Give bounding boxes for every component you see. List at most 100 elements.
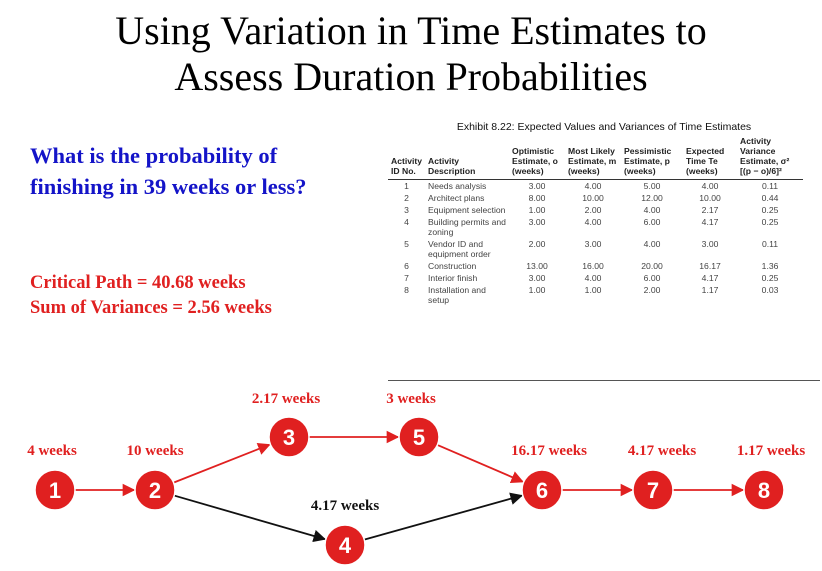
question-line-2: finishing in 39 weeks or less? [30,174,307,199]
cell-optimistic: 8.00 [528,193,546,203]
node-4-number: 4 [339,533,352,558]
cell-variance: 0.25 [761,217,779,227]
cell-activity-id: 1 [404,181,409,191]
table-row: 1 Needs analysis 3.00 4.00 5.00 4.00 0.11 [388,180,803,193]
cell-activity-id: 7 [404,273,409,283]
cell-expected-time: 16.17 [699,261,721,271]
title-line-2: Assess Duration Probabilities [174,54,648,99]
cell-optimistic: 3.00 [528,217,546,227]
cell-most-likely: 4.00 [584,181,602,191]
node-7-duration-label: 4.17 weeks [628,443,696,459]
node-8-circle [743,469,785,511]
table-row: 6 Construction 13.00 16.00 20.00 16.17 1.36 [388,260,803,272]
cell-optimistic: 1.00 [528,285,546,295]
slide-title: Using Variation in Time Estimates to Ass… [0,8,822,100]
cell-expected-time: 4.00 [701,181,719,191]
node-5-duration-label: 3 weeks [386,391,436,407]
cell-most-likely: 4.00 [584,217,602,227]
activity-network-diagram: 1 4 weeks 2 10 weeks 3 2.17 weeks 4 4.17 weeks 5… [27,391,805,566]
node-8-number: 8 [758,478,770,503]
cell-variance: 1.36 [761,261,779,271]
exhibit-table: Activity ID No. Activity Description Opt… [388,136,804,306]
cell-variance: 0.25 [761,205,779,215]
node-2-circle [134,469,176,511]
cell-most-likely: 3.00 [584,239,602,249]
table-row: 8 Installation and setup 1.00 1.00 2.00 1.17 0… [388,284,803,306]
node-3-duration-label: 2.17 weeks [252,391,320,407]
exhibit-header-row: Activity ID No. Activity Description Opt… [388,136,804,180]
cell-most-likely: 10.00 [582,193,604,203]
cell-expected-time: 1.17 [701,285,719,295]
table-row: 3 Equipment selection 1.00 2.00 4.00 2.17 0.25 [388,204,803,216]
cell-description: Equipment selection [428,205,506,215]
node-1-number: 1 [49,478,61,503]
node-4-circle [324,524,366,566]
cell-activity-id: 6 [404,261,409,271]
edge-2-to-3 [173,443,271,484]
node-2-duration-label: 10 weeks [126,443,183,459]
cell-pessimistic: 12.00 [641,193,663,203]
cell-activity-id: 2 [404,193,409,203]
table-row: 5 Vendor ID and equipment order 2.00 3.00 4.… [388,238,803,260]
cell-optimistic: 3.00 [528,273,546,283]
cell-activity-id: 8 [404,285,409,295]
header-pessimistic: Pessimistic Estimate, p (weeks) [621,136,684,180]
critical-path-summary: Critical Path = 40.68 weeks Sum of Varia… [30,271,272,321]
cell-description: Needs analysis [428,181,487,191]
cell-variance: 0.25 [761,273,779,283]
cell-activity-id: 5 [404,239,409,249]
cell-most-likely: 2.00 [584,205,602,215]
node-3-number: 3 [283,425,295,450]
cell-pessimistic: 20.00 [641,261,663,271]
cell-expected-time: 4.17 [701,273,719,283]
cell-description: Interior finish [428,273,478,283]
node-4-duration-label: 4.17 weeks [311,498,379,514]
cell-pessimistic: 6.00 [643,273,661,283]
cell-description: Construction [428,261,477,271]
cell-expected-time: 3.00 [701,239,719,249]
table-row: 7 Interior finish 3.00 4.00 6.00 4.17 0.25 [388,272,803,284]
node-8-duration-label: 1.17 weeks [737,443,805,459]
cell-optimistic: 1.00 [528,205,546,215]
critical-path-text: Critical Path = 40.68 weeks [30,273,246,293]
header-most-likely: Most Likely Estimate, m (weeks) [565,136,622,180]
cell-activity-id: 3 [404,205,409,215]
node-5-circle [398,416,440,458]
cell-optimistic: 2.00 [528,239,546,249]
cell-optimistic: 13.00 [526,261,548,271]
edge-5-to-6 [437,444,524,483]
node-3-circle [268,416,310,458]
exhibit-table-panel: Exhibit 8.22: Expected Values and Varian… [388,121,820,381]
header-optimistic: Optimistic Estimate, o (weeks) [509,136,566,180]
cell-pessimistic: 2.00 [643,285,661,295]
node-6-duration-label: 16.17 weeks [511,443,587,459]
table-row: 2 Architect plans 8.00 10.00 12.00 10.00 0.44 [388,192,803,204]
node-2-number: 2 [149,478,161,503]
cell-pessimistic: 4.00 [643,205,661,215]
question-line-1: What is the probability of [30,143,278,168]
cell-pessimistic: 6.00 [643,217,661,227]
cell-description: Building permits and zoning [428,217,506,237]
cell-most-likely: 1.00 [584,285,602,295]
node-1-duration-label: 4 weeks [27,443,77,459]
node-7-number: 7 [647,478,659,503]
cell-variance: 0.44 [761,193,779,203]
node-6-number: 6 [536,478,548,503]
node-1-circle [34,469,76,511]
question-text: What is the probability of finishing in … [30,140,380,202]
exhibit-caption: Exhibit 8.22: Expected Values and Varian… [456,121,752,133]
cell-description: Installation and setup [428,285,486,305]
header-activity-id: Activity ID No. [388,136,426,180]
cell-expected-time: 2.17 [701,205,719,215]
title-line-1: Using Variation in Time Estimates to [115,8,707,53]
cell-variance: 0.11 [762,181,779,191]
cell-optimistic: 3.00 [528,181,546,191]
cell-pessimistic: 5.00 [643,181,661,191]
node-5-number: 5 [413,425,425,450]
header-description: Activity Description [425,136,510,180]
header-variance: Activity Variance Estimate, σ² [(p − o)/… [737,136,804,180]
cell-expected-time: 10.00 [699,193,721,203]
header-expected-time: Expected Time Te (weeks) [683,136,738,180]
table-row: 4 Building permits and zoning 3.00 4.00 6.00… [388,216,803,238]
cell-expected-time: 4.17 [701,217,719,227]
